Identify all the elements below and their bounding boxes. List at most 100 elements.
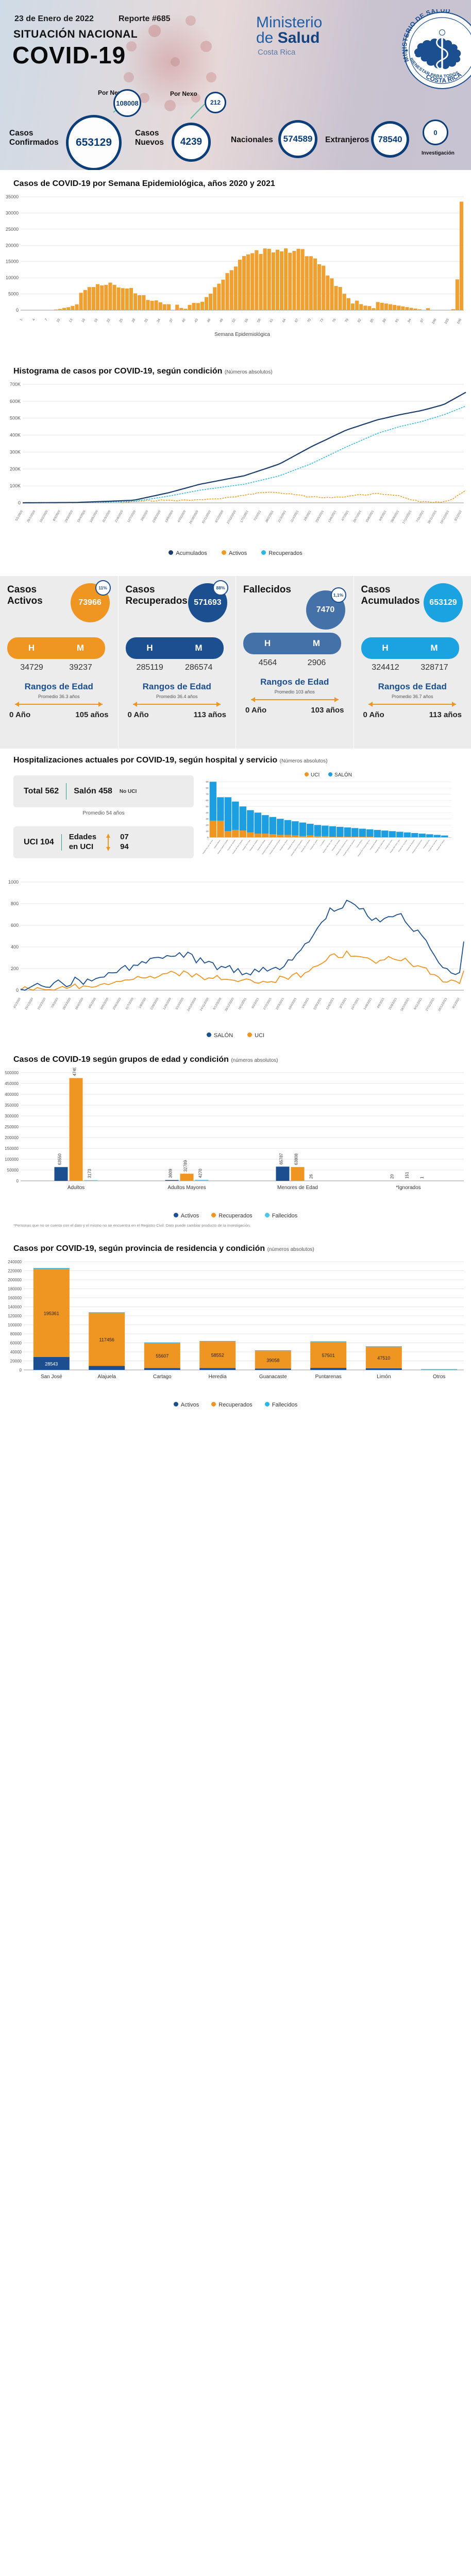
svg-text:65787: 65787 — [279, 1153, 284, 1165]
svg-text:1/5/2021: 1/5/2021 — [301, 997, 310, 1009]
svg-text:4/9/2021: 4/9/2021 — [377, 997, 385, 1009]
svg-text:5000: 5000 — [8, 292, 19, 297]
svg-text:3609: 3609 — [169, 1168, 173, 1178]
svg-text:55: 55 — [244, 318, 249, 323]
svg-text:6/12/2020: 6/12/2020 — [215, 510, 224, 523]
svg-text:200K: 200K — [10, 466, 21, 471]
svg-text:26/12/2020: 26/12/2020 — [225, 997, 235, 1012]
svg-text:60: 60 — [206, 799, 209, 802]
svg-text:55607: 55607 — [156, 1353, 169, 1359]
svg-text:7/2/2021: 7/2/2021 — [254, 510, 262, 522]
svg-text:Guanacaste: Guanacaste — [259, 1374, 287, 1380]
svg-text:Cartago: Cartago — [153, 1374, 172, 1380]
svg-text:16/2/2020: 16/2/2020 — [39, 510, 48, 523]
svg-text:9/5/2020: 9/5/2020 — [88, 997, 96, 1009]
svg-text:11/4/2021: 11/4/2021 — [290, 510, 299, 523]
svg-text:49: 49 — [219, 318, 224, 323]
svg-text:Limón: Limón — [377, 1374, 391, 1380]
svg-text:600K: 600K — [10, 399, 21, 404]
svg-text:25/9/2021: 25/9/2021 — [389, 997, 398, 1010]
svg-text:13/9/2020: 13/9/2020 — [165, 510, 174, 523]
svg-text:Adultos: Adultos — [68, 1185, 85, 1191]
svg-text:40000: 40000 — [10, 1350, 22, 1354]
svg-text:100: 100 — [431, 318, 438, 325]
svg-text:150000: 150000 — [5, 1146, 19, 1151]
svg-text:20000: 20000 — [10, 1359, 22, 1364]
svg-text:31/5/2020: 31/5/2020 — [102, 510, 111, 523]
svg-text:7/11/2021: 7/11/2021 — [416, 510, 425, 523]
svg-text:11/7/2020: 11/7/2020 — [125, 997, 134, 1010]
svg-text:30: 30 — [206, 818, 209, 820]
svg-text:47510: 47510 — [377, 1355, 390, 1361]
svg-text:8/1/2022: 8/1/2022 — [452, 997, 460, 1009]
svg-text:46: 46 — [207, 318, 212, 323]
svg-text:23/5/2021: 23/5/2021 — [315, 510, 325, 523]
svg-text:52: 52 — [231, 318, 237, 323]
svg-text:474945: 474945 — [73, 1067, 77, 1076]
svg-text:9/1/2022: 9/1/2022 — [454, 510, 462, 522]
svg-text:3/7/2021: 3/7/2021 — [339, 997, 347, 1009]
svg-text:140000: 140000 — [8, 1305, 22, 1310]
svg-text:22: 22 — [106, 318, 111, 323]
svg-text:22/8/2020: 22/8/2020 — [150, 997, 159, 1010]
svg-text:14/11/2020: 14/11/2020 — [199, 997, 209, 1012]
svg-text:350000: 350000 — [5, 1103, 19, 1108]
svg-text:64: 64 — [282, 318, 287, 323]
svg-text:97: 97 — [419, 318, 425, 323]
svg-text:80000: 80000 — [10, 1332, 22, 1336]
svg-text:500000: 500000 — [5, 1071, 19, 1075]
svg-text:700K: 700K — [10, 382, 21, 387]
svg-text:200: 200 — [11, 966, 19, 971]
svg-text:27/11/2021: 27/11/2021 — [425, 997, 435, 1012]
svg-text:100K: 100K — [10, 483, 21, 488]
svg-text:43: 43 — [194, 318, 199, 323]
svg-text:3/10/2020: 3/10/2020 — [175, 997, 184, 1010]
svg-text:26/1/2020: 26/1/2020 — [27, 510, 36, 523]
svg-text:19/12/2021: 19/12/2021 — [440, 510, 450, 524]
svg-text:58: 58 — [257, 318, 262, 323]
svg-text:28/2/2021: 28/2/2021 — [265, 510, 274, 523]
svg-text:18/4/2020: 18/4/2020 — [75, 997, 84, 1010]
svg-text:85: 85 — [369, 318, 375, 323]
svg-text:100000: 100000 — [8, 1323, 22, 1328]
svg-text:28/3/2020: 28/3/2020 — [62, 997, 72, 1010]
svg-text:300000: 300000 — [5, 1114, 19, 1118]
svg-text:94: 94 — [407, 318, 412, 323]
svg-text:20: 20 — [390, 1174, 395, 1179]
svg-text:117456: 117456 — [99, 1337, 114, 1343]
svg-text:San José: San José — [41, 1374, 62, 1380]
svg-text:Hospital de Osa: Hospital de Osa — [423, 839, 430, 849]
svg-text:24/10/2020: 24/10/2020 — [187, 997, 197, 1012]
svg-text:Alajuela: Alajuela — [97, 1374, 116, 1380]
svg-text:20000: 20000 — [6, 243, 19, 248]
svg-text:4270: 4270 — [198, 1168, 203, 1178]
svg-text:2/5/2021: 2/5/2021 — [304, 510, 312, 522]
svg-text:160000: 160000 — [8, 1296, 22, 1300]
svg-text:25/7/2021: 25/7/2021 — [353, 510, 362, 523]
svg-text:19: 19 — [94, 318, 99, 323]
svg-text:73: 73 — [319, 318, 325, 323]
svg-text:1/8/2020: 1/8/2020 — [139, 997, 147, 1009]
svg-text:10: 10 — [56, 318, 61, 323]
svg-text:1000: 1000 — [8, 879, 19, 885]
svg-text:18/12/2021: 18/12/2021 — [438, 997, 448, 1012]
svg-text:57501: 57501 — [322, 1353, 335, 1358]
svg-text:100000: 100000 — [5, 1157, 19, 1162]
svg-text:24/7/2021: 24/7/2021 — [351, 997, 360, 1010]
svg-text:1: 1 — [420, 1176, 425, 1179]
svg-text:20/6/2020: 20/6/2020 — [112, 997, 122, 1010]
svg-text:6/2/2021: 6/2/2021 — [251, 997, 260, 1009]
svg-text:0: 0 — [16, 1179, 19, 1183]
svg-text:50000: 50000 — [7, 1168, 19, 1173]
svg-text:76: 76 — [332, 318, 337, 323]
svg-text:800: 800 — [11, 901, 19, 906]
svg-text:7/3/2020: 7/3/2020 — [51, 997, 59, 1009]
svg-text:15/2/2020: 15/2/2020 — [37, 997, 46, 1010]
svg-text:39058: 39058 — [266, 1358, 279, 1363]
svg-text:12/9/2020: 12/9/2020 — [163, 997, 172, 1010]
svg-text:Otros: Otros — [433, 1374, 445, 1380]
svg-text:400K: 400K — [10, 433, 21, 438]
svg-text:500K: 500K — [10, 416, 21, 421]
svg-text:26/9/2021: 26/9/2021 — [391, 510, 400, 523]
svg-text:17/10/2021: 17/10/2021 — [402, 510, 413, 524]
